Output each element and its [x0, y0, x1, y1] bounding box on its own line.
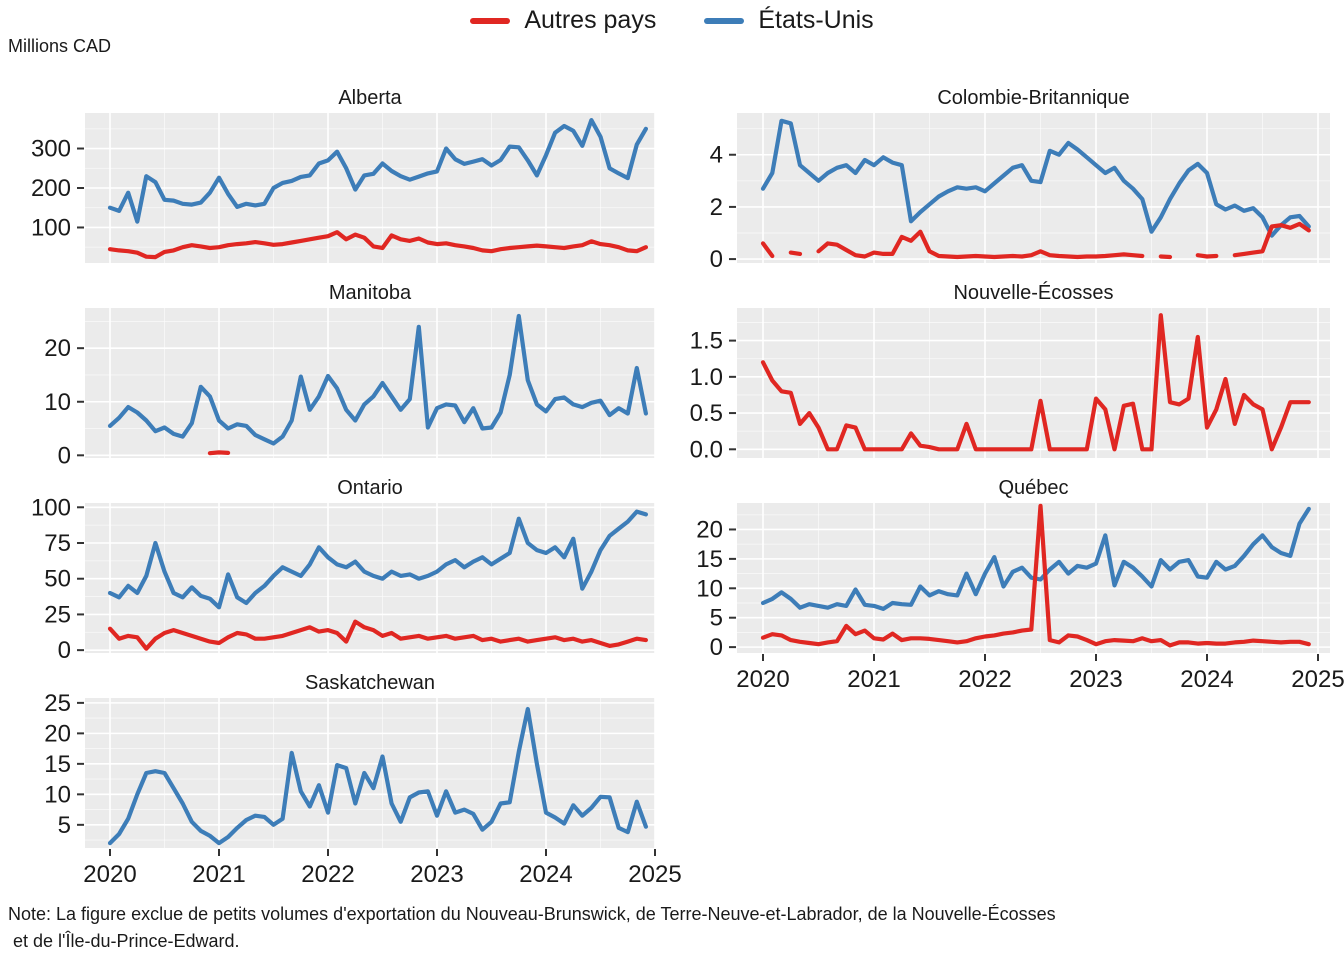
facet-alberta: Alberta 100 200 300 — [31, 87, 656, 263]
y-tick-label: 10 — [696, 575, 723, 602]
x-tick-label: 2025 — [628, 861, 681, 888]
series-line-etats-unis — [760, 118, 1311, 238]
y-tick-label: 5 — [710, 605, 723, 632]
y-tick-label: 15 — [696, 546, 723, 573]
series-line-autres-pays — [760, 313, 1311, 452]
y-tick-label: 20 — [44, 335, 71, 362]
y-axis-unit-label: Millions CAD — [8, 36, 112, 56]
x-tick-label: 2024 — [1180, 666, 1233, 693]
series-line-autres-pays — [207, 450, 231, 456]
series-line-etats-unis — [107, 706, 648, 846]
x-tick-label: 2021 — [847, 666, 900, 693]
facet-title-manitoba: Manitoba — [329, 282, 412, 304]
footnote-line-2: et de l'Île-du-Prince-Edward. — [8, 931, 240, 951]
x-tick-label: 2022 — [301, 861, 354, 888]
y-tick-label: 10 — [44, 781, 71, 808]
y-tick-label: 200 — [31, 175, 71, 202]
x-tick-label: 2024 — [519, 861, 572, 888]
y-tick-label: 10 — [44, 389, 71, 416]
legend-label-autres-pays: Autres pays — [524, 6, 657, 34]
facet-nouvelle_ecosses: Nouvelle-Écosses 0.0 0.5 1.0 1.5 — [690, 281, 1330, 463]
y-tick-label: 100 — [31, 494, 71, 521]
series-line-etats-unis — [107, 118, 648, 224]
x-tick-label: 2023 — [1069, 666, 1122, 693]
footnote-line-1: Note: La figure exclue de petits volumes… — [8, 904, 1056, 924]
facet-ontario: Ontario 0 25 50 75 100 — [31, 477, 656, 664]
facet-title-saskatchewan: Saskatchewan — [305, 672, 435, 694]
y-tick-label: 300 — [31, 136, 71, 163]
facet-title-nouvelle_ecosses: Nouvelle-Écosses — [953, 281, 1113, 304]
y-tick-label: 20 — [44, 720, 71, 747]
footnote: Note: La figure exclue de petits volumes… — [8, 901, 1056, 955]
y-tick-label: 1.0 — [690, 364, 723, 391]
series-line-autres-pays — [107, 230, 648, 260]
y-tick-label: 0 — [710, 246, 723, 273]
x-tick-label: 2023 — [410, 861, 463, 888]
y-tick-label: 0.5 — [690, 400, 723, 427]
x-tick-label: 2020 — [736, 666, 789, 693]
x-tick-label: 2022 — [958, 666, 1011, 693]
series-line-autres-pays — [760, 503, 1311, 648]
series-line-autres-pays — [760, 221, 1311, 260]
panel-bg — [85, 308, 655, 458]
legend-swatch-autres-pays — [470, 17, 511, 24]
y-tick-label: 0.0 — [690, 436, 723, 463]
legend-item-autres-pays: Autres pays — [470, 6, 656, 35]
y-tick-label: 1.5 — [690, 328, 723, 355]
y-tick-label: 75 — [44, 530, 71, 557]
y-tick-label: 15 — [44, 751, 71, 778]
x-tick-label: 2025 — [1291, 666, 1344, 693]
facet-colombie_britannique: Colombie-Britannique 0 2 4 — [710, 87, 1330, 273]
y-tick-label: 4 — [710, 142, 723, 169]
y-tick-label: 25 — [44, 690, 71, 717]
panel-bg — [737, 113, 1330, 263]
y-tick-label: 20 — [696, 516, 723, 543]
series-line-etats-unis — [107, 509, 648, 610]
legend-item-etats-unis: États-Unis — [704, 6, 874, 35]
x-tick-label: 2021 — [192, 861, 245, 888]
y-tick-label: 100 — [31, 214, 71, 241]
facet-manitoba: Manitoba 0 10 20 — [44, 282, 656, 469]
y-tick-label: 0 — [710, 634, 723, 661]
facet-title-quebec: Québec — [998, 477, 1068, 499]
y-tick-label: 0 — [58, 637, 71, 664]
legend-label-etats-unis: États-Unis — [758, 6, 874, 34]
y-tick-label: 0 — [58, 442, 71, 469]
series-line-etats-unis — [107, 313, 648, 446]
series-line-autres-pays — [107, 619, 648, 651]
y-tick-label: 2 — [710, 194, 723, 221]
facet-title-ontario: Ontario — [337, 477, 403, 499]
facet-title-colombie_britannique: Colombie-Britannique — [937, 87, 1129, 109]
y-tick-label: 50 — [44, 566, 71, 593]
y-tick-label: 5 — [58, 812, 71, 839]
facet-title-alberta: Alberta — [338, 87, 402, 109]
legend: Autres pays États-Unis — [0, 6, 1344, 35]
y-tick-label: 25 — [44, 601, 71, 628]
legend-swatch-etats-unis — [704, 17, 745, 24]
x-tick-label: 2020 — [83, 861, 136, 888]
